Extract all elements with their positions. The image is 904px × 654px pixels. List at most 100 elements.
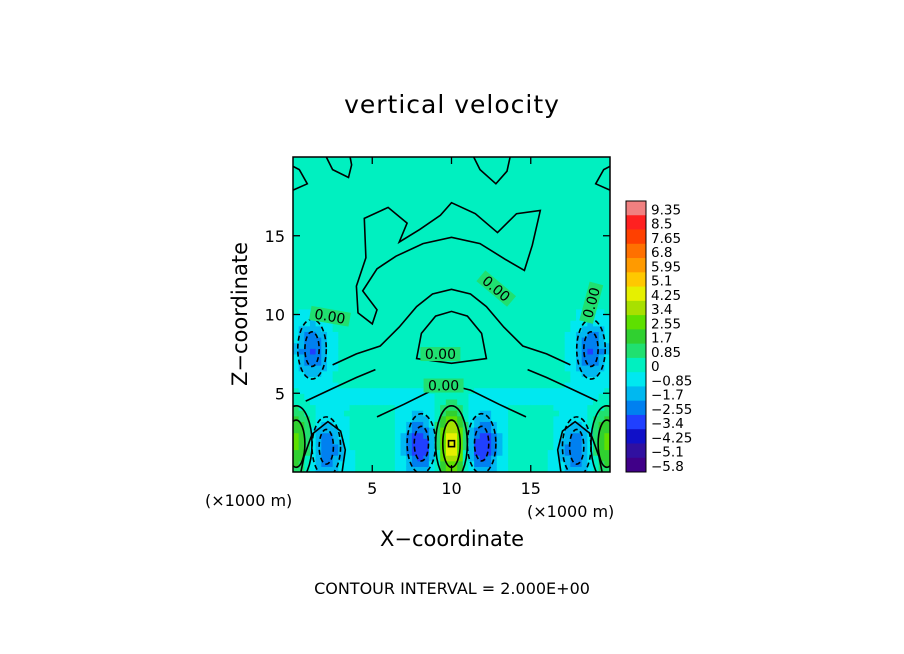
heatmap-cell: [293, 157, 300, 164]
heatmap-cell: [355, 393, 362, 400]
heatmap-cell: [304, 269, 311, 276]
heatmap-cell: [411, 421, 419, 428]
heatmap-cell: [530, 303, 538, 310]
heatmap-cell: [593, 404, 600, 411]
heatmap-cell: [360, 173, 368, 181]
heatmap-cell: [604, 173, 610, 181]
heatmap-cell: [377, 292, 385, 299]
heatmap-cell: [349, 241, 356, 248]
heatmap-cell: [304, 162, 311, 169]
heatmap-cell: [434, 398, 441, 406]
heatmap-cell: [462, 314, 470, 321]
heatmap-cell: [576, 218, 583, 226]
heatmap-cell: [355, 252, 362, 259]
heatmap-cell: [423, 196, 430, 203]
heatmap-cell: [485, 269, 492, 276]
heatmap-cell: [593, 269, 600, 276]
heatmap-cell: [570, 438, 577, 445]
heatmap-cell: [343, 308, 351, 316]
heatmap-cell: [502, 280, 509, 287]
heatmap-cell: [576, 466, 583, 472]
heatmap-cell: [547, 331, 554, 338]
heatmap-cell: [349, 218, 356, 226]
heatmap-cell: [428, 263, 436, 271]
heatmap-cell: [547, 325, 554, 332]
heatmap-cell: [304, 387, 311, 394]
heatmap-cell: [366, 393, 373, 400]
heatmap-cell: [468, 168, 475, 175]
heatmap-cell: [530, 185, 538, 192]
heatmap-cell: [559, 263, 566, 271]
heatmap-cell: [349, 286, 356, 293]
heatmap-cell: [530, 202, 538, 209]
heatmap-cell: [377, 415, 385, 422]
heatmap-cell: [457, 241, 464, 248]
heatmap-cell: [394, 286, 402, 293]
heatmap-cell: [530, 348, 538, 355]
heatmap-cell: [530, 263, 538, 271]
heatmap-cell: [304, 325, 311, 332]
colorbar-label: 8.5: [651, 217, 672, 233]
heatmap-cell: [462, 157, 470, 164]
heatmap-cell: [468, 342, 475, 349]
heatmap-cell: [377, 157, 385, 164]
heatmap-cell: [598, 359, 605, 366]
heatmap-cell: [564, 224, 571, 231]
heatmap-cell: [457, 297, 464, 304]
heatmap-cell: [474, 353, 481, 361]
heatmap-cell: [406, 157, 413, 164]
heatmap-cell: [417, 213, 424, 220]
heatmap-cell: [332, 460, 339, 467]
heatmap-cell: [406, 275, 413, 282]
heatmap-cell: [593, 275, 600, 282]
heatmap-cell: [377, 404, 385, 411]
heatmap-cell: [496, 376, 504, 383]
heatmap-cell: [462, 269, 470, 276]
heatmap-cell: [593, 314, 600, 321]
heatmap-cell: [298, 415, 305, 422]
heatmap-cell: [508, 207, 515, 214]
heatmap-cell: [564, 348, 571, 355]
heatmap-cell: [462, 398, 470, 406]
heatmap-cell: [559, 292, 566, 299]
heatmap-cell: [372, 376, 379, 383]
heatmap-cell: [366, 179, 373, 186]
heatmap-cell: [457, 308, 464, 316]
heatmap-cell: [496, 157, 504, 164]
heatmap-cell: [536, 185, 543, 192]
heatmap-cell: [536, 421, 543, 428]
heatmap-cell: [389, 292, 396, 299]
heatmap-cell: [355, 415, 362, 422]
heatmap-cell: [428, 466, 436, 472]
heatmap-cell: [440, 320, 447, 327]
heatmap-cell: [315, 263, 322, 271]
heatmap-cell: [604, 443, 610, 451]
heatmap-cell: [377, 438, 385, 445]
heatmap-cell: [400, 207, 407, 214]
heatmap-cell: [559, 202, 566, 209]
heatmap-cell: [553, 286, 560, 293]
heatmap-cell: [434, 179, 441, 186]
heatmap-cell: [411, 325, 419, 332]
heatmap-cell: [547, 353, 554, 361]
heatmap-cell: [343, 275, 351, 282]
contour-line: [472, 157, 511, 185]
heatmap-cell: [343, 235, 351, 242]
heatmap-cell: [581, 460, 588, 467]
heatmap-cell: [468, 224, 475, 231]
heatmap-cell: [559, 376, 566, 383]
heatmap-cell: [593, 185, 600, 192]
heatmap-cell: [406, 348, 413, 355]
heatmap-cell: [451, 207, 458, 214]
heatmap-cell: [434, 455, 441, 462]
heatmap-cell: [513, 421, 521, 428]
heatmap-cell: [457, 325, 464, 332]
heatmap-cell: [462, 230, 470, 237]
heatmap-cell: [383, 320, 390, 327]
heatmap-cell: [536, 157, 543, 164]
heatmap-cell: [298, 196, 305, 203]
heatmap-cell: [485, 393, 492, 400]
heatmap-cell: [434, 157, 441, 164]
heatmap-cell: [400, 382, 407, 389]
heatmap-cell: [564, 196, 571, 203]
